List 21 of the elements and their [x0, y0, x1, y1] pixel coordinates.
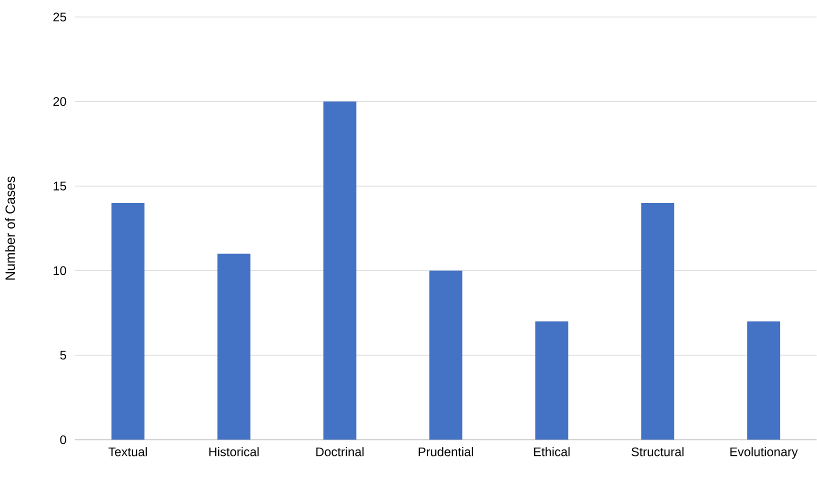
bar — [323, 102, 356, 440]
bar — [111, 203, 144, 440]
y-tick-label: 10 — [54, 266, 66, 276]
x-tick-label: Doctrinal — [316, 447, 364, 456]
x-tick-label: Prudential — [418, 447, 473, 456]
y-tick-label: 20 — [53, 97, 66, 106]
y-axis-title: Number of Cases — [5, 176, 15, 280]
x-tick-label: Historical — [209, 447, 259, 456]
x-tick-label: Ethical — [534, 447, 570, 456]
bar — [429, 270, 462, 440]
y-tick-label: 5 — [60, 351, 66, 360]
x-tick-label: Evolutionary — [730, 447, 798, 459]
bar — [217, 254, 250, 440]
y-tick-label: 15 — [54, 182, 66, 191]
bar — [535, 322, 568, 440]
y-tick-label: 0 — [60, 435, 66, 444]
x-tick-label: Structural — [632, 447, 684, 456]
bar — [641, 203, 674, 440]
y-tick-label: 25 — [53, 12, 66, 22]
x-tick-label: Textual — [108, 447, 147, 456]
bar — [747, 322, 780, 440]
